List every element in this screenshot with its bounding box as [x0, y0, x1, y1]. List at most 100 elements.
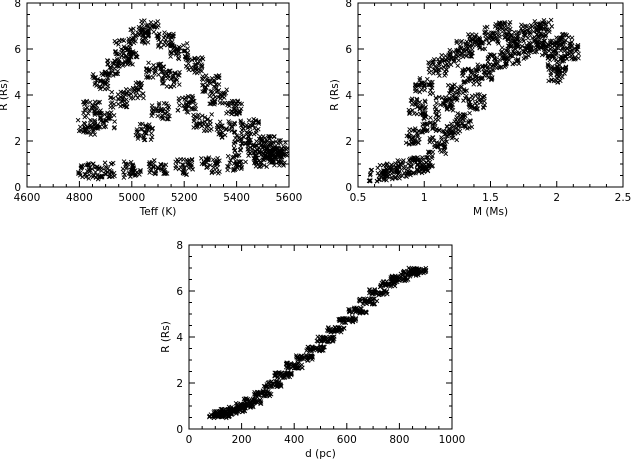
- scatter-points: [75, 18, 290, 182]
- data-point: [138, 126, 144, 132]
- data-point: [156, 63, 161, 69]
- data-point: [522, 55, 528, 60]
- data-point: [170, 34, 175, 39]
- data-point: [226, 119, 231, 124]
- data-point: [246, 146, 251, 151]
- data-point: [553, 47, 558, 53]
- data-point: [433, 69, 439, 74]
- data-point: [170, 42, 175, 47]
- data-point: [444, 104, 450, 110]
- data-point: [303, 352, 309, 358]
- y-tick-label: 4: [14, 90, 21, 102]
- data-point: [495, 61, 501, 67]
- data-point: [491, 31, 497, 36]
- data-point: [90, 74, 95, 79]
- data-point: [199, 63, 205, 69]
- data-point: [438, 102, 443, 108]
- data-point: [154, 108, 159, 114]
- data-point: [409, 102, 415, 107]
- data-point: [214, 158, 220, 164]
- data-point: [436, 61, 442, 67]
- data-point: [156, 101, 162, 106]
- data-point: [466, 119, 471, 124]
- data-point: [193, 102, 198, 108]
- data-point: [131, 26, 136, 32]
- data-point: [539, 31, 544, 37]
- data-point: [149, 103, 155, 108]
- data-point: [85, 111, 91, 116]
- data-point: [165, 106, 171, 112]
- data-point: [130, 30, 135, 36]
- data-point: [185, 100, 191, 105]
- data-point: [284, 373, 290, 379]
- data-point: [499, 49, 505, 54]
- data-point: [181, 166, 187, 172]
- data-point: [560, 31, 566, 37]
- data-point: [489, 75, 495, 80]
- data-point: [224, 87, 230, 93]
- y-tick-label: 0: [176, 424, 183, 436]
- data-point: [90, 174, 96, 180]
- data-point: [279, 148, 285, 154]
- data-point: [178, 157, 184, 162]
- data-point: [199, 161, 205, 167]
- data-point: [299, 356, 305, 361]
- data-point: [460, 120, 466, 126]
- data-point: [506, 22, 512, 27]
- data-point: [109, 89, 115, 95]
- data-point: [268, 143, 274, 148]
- data-point: [181, 103, 186, 108]
- data-point: [406, 141, 412, 147]
- data-point: [214, 165, 220, 171]
- data-point: [246, 118, 252, 123]
- data-point: [434, 100, 439, 106]
- data-point: [396, 170, 402, 176]
- data-point: [475, 62, 481, 67]
- data-point: [253, 392, 259, 397]
- data-point: [538, 21, 544, 27]
- data-point: [365, 299, 371, 305]
- data-point: [411, 141, 416, 147]
- x-tick-label: 200: [232, 434, 252, 446]
- data-point: [240, 402, 246, 408]
- data-point: [548, 70, 554, 76]
- data-point: [94, 83, 99, 88]
- data-point: [414, 111, 420, 117]
- data-point: [139, 80, 145, 86]
- data-point: [151, 24, 156, 30]
- data-point: [452, 96, 458, 102]
- data-point: [474, 103, 480, 108]
- data-point: [530, 35, 535, 41]
- data-point: [78, 124, 83, 130]
- data-point: [448, 121, 454, 127]
- data-point: [388, 167, 393, 173]
- data-point: [136, 32, 142, 37]
- data-point: [199, 68, 204, 74]
- data-point: [176, 82, 182, 87]
- x-axis-label: d (pc): [305, 448, 336, 459]
- data-point: [466, 96, 471, 102]
- data-point: [516, 30, 522, 35]
- data-point: [202, 114, 208, 120]
- data-point: [467, 44, 473, 49]
- data-point: [234, 133, 240, 139]
- data-point: [203, 73, 209, 78]
- data-point: [164, 84, 170, 89]
- data-point: [409, 164, 414, 169]
- x-tick-label: 800: [389, 434, 409, 446]
- data-point: [192, 113, 198, 119]
- data-point: [130, 95, 136, 101]
- data-point: [473, 77, 478, 83]
- x-tick-label: 1000: [439, 434, 466, 446]
- data-point: [333, 327, 339, 332]
- data-point: [243, 159, 248, 165]
- data-point: [569, 47, 575, 53]
- data-point: [156, 103, 162, 108]
- data-point: [124, 91, 130, 96]
- data-point: [122, 59, 128, 64]
- data-point: [444, 106, 450, 111]
- data-point: [558, 48, 564, 53]
- data-point: [499, 45, 505, 50]
- data-point: [316, 347, 322, 352]
- data-point: [238, 106, 244, 112]
